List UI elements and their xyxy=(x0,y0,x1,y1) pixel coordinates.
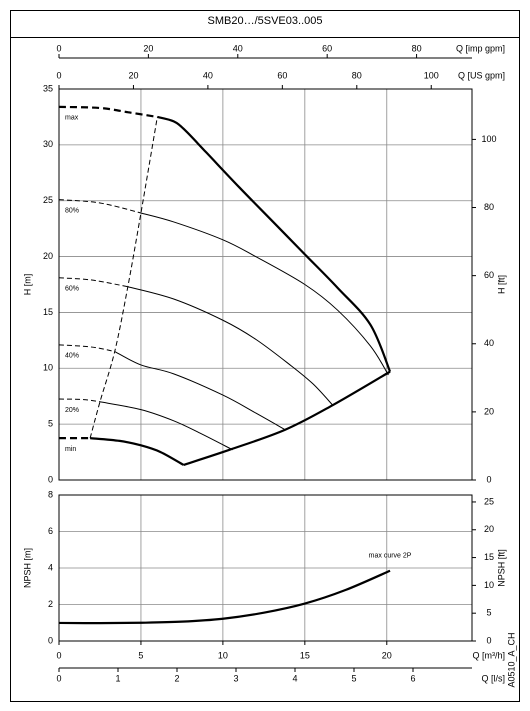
y-tick-label: 5 xyxy=(48,419,53,429)
curve xyxy=(58,569,391,625)
top-axis-tick-label: 60 xyxy=(277,70,287,80)
top-axis-tick-label: 80 xyxy=(412,43,422,53)
y2-tick-label: 60 xyxy=(484,270,494,280)
x2-tick-label: 2 xyxy=(174,673,179,683)
y-tick-label: 4 xyxy=(48,562,53,572)
curve xyxy=(58,344,115,353)
y2-tick-label: 0 xyxy=(486,474,491,484)
x-tick-label: 15 xyxy=(300,650,310,660)
curve xyxy=(183,370,391,466)
x-axis-title: Q [m³/h] xyxy=(472,650,505,660)
y-tick-label: 15 xyxy=(43,307,53,317)
curve xyxy=(114,351,286,431)
plot-frame xyxy=(58,494,473,642)
curve xyxy=(58,199,142,214)
x-tick-label: 10 xyxy=(218,650,228,660)
top-axis-tick-label: 80 xyxy=(352,70,362,80)
y-axis-title: H [m] xyxy=(22,274,32,296)
curve xyxy=(127,286,334,406)
x2-tick-label: 4 xyxy=(292,673,297,683)
y2-tick-label: 25 xyxy=(484,496,494,506)
y-tick-label: 30 xyxy=(43,139,53,149)
top-axis-title: Q [US gpm] xyxy=(458,70,505,80)
x2-tick-label: 0 xyxy=(56,673,61,683)
y-tick-label: 8 xyxy=(48,489,53,499)
top-axis-tick-label: 20 xyxy=(143,43,153,53)
y2-tick-label: 40 xyxy=(484,338,494,348)
y-tick-label: 2 xyxy=(48,599,53,609)
x2-tick-label: 3 xyxy=(233,673,238,683)
y-tick-label: 20 xyxy=(43,251,53,261)
curve xyxy=(58,398,101,403)
y-tick-label: 10 xyxy=(43,363,53,373)
curve xyxy=(58,277,128,288)
top-axis-tick-label: 100 xyxy=(424,70,439,80)
y2-axis-title: NPSH [ft] xyxy=(496,549,506,587)
x2-tick-label: 5 xyxy=(351,673,356,683)
curve-label: 60% xyxy=(65,286,79,293)
outer-frame xyxy=(10,10,520,702)
curve-label: 20% xyxy=(65,407,79,414)
x-tick-label: 0 xyxy=(56,650,61,660)
x-tick-label: 5 xyxy=(138,650,143,660)
y2-axis-title: H [ft] xyxy=(496,275,506,294)
x2-axis-title: Q [l/s] xyxy=(481,673,505,683)
y-tick-label: 25 xyxy=(43,195,53,205)
curve xyxy=(157,115,392,373)
curve xyxy=(99,401,233,451)
curve xyxy=(140,212,389,376)
y2-tick-label: 80 xyxy=(484,202,494,212)
y2-tick-label: 5 xyxy=(486,608,491,618)
y2-tick-label: 15 xyxy=(484,552,494,562)
top-axis-tick-label: 60 xyxy=(322,43,332,53)
top-axis-title: Q [imp gpm] xyxy=(456,43,505,53)
y2-tick-label: 0 xyxy=(486,635,491,645)
curve-label: 80% xyxy=(65,207,79,214)
y-tick-label: 6 xyxy=(48,526,53,536)
x2-tick-label: 6 xyxy=(410,673,415,683)
curve xyxy=(58,105,158,119)
plot-frame xyxy=(58,88,473,481)
curve-label: max xyxy=(65,115,79,122)
y-tick-label: 0 xyxy=(48,474,53,484)
x2-tick-label: 1 xyxy=(115,673,120,683)
curve-label: 40% xyxy=(65,353,79,360)
top-axis-tick-label: 0 xyxy=(56,70,61,80)
y2-tick-label: 20 xyxy=(484,406,494,416)
x-tick-label: 20 xyxy=(382,650,392,660)
y-tick-label: 35 xyxy=(43,83,53,93)
y2-tick-label: 100 xyxy=(481,134,496,144)
top-axis-tick-label: 0 xyxy=(56,43,61,53)
y2-tick-label: 10 xyxy=(484,580,494,590)
curve-label: max curve 2P xyxy=(369,553,412,560)
y-axis-title: NPSH [m] xyxy=(22,548,32,588)
chart-title: SMB20…/5SVE03..005 xyxy=(208,15,323,27)
curve xyxy=(90,437,185,466)
y-tick-label: 0 xyxy=(48,635,53,645)
drawing-code: A0510_A_CH xyxy=(506,632,516,687)
y2-tick-label: 20 xyxy=(484,524,494,534)
curve xyxy=(89,116,158,439)
top-axis-tick-label: 40 xyxy=(203,70,213,80)
curve-label: min xyxy=(65,446,76,453)
top-axis-tick-label: 40 xyxy=(233,43,243,53)
top-axis-tick-label: 20 xyxy=(128,70,138,80)
